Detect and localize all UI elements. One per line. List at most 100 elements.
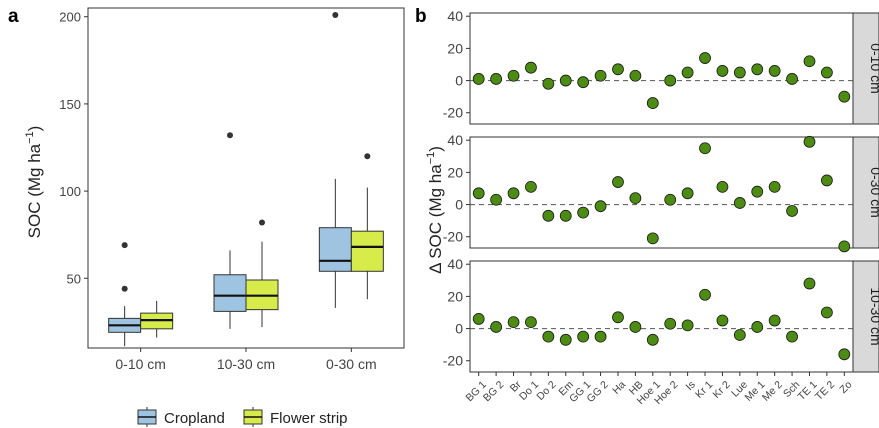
delta-soc-point	[525, 180, 537, 193]
panel-b-y-tick-label: 0	[455, 73, 463, 89]
delta-soc-point	[716, 65, 729, 77]
panel-b-y-tick-label: 20	[447, 164, 463, 180]
delta-soc-point	[786, 73, 798, 85]
panel-a-x-tick-label: 0-10 cm	[115, 356, 166, 372]
delta-soc-point	[681, 319, 694, 332]
delta-soc-point	[646, 97, 659, 109]
box-flower-strip	[350, 230, 384, 272]
delta-soc-point	[768, 65, 781, 77]
delta-soc-point	[733, 197, 746, 209]
delta-soc-point	[490, 321, 503, 333]
delta-soc-point	[681, 187, 694, 200]
panel-b: b Δ SOC (Mg ha−1) 0-10 cm -20 0 20 40 0-30 cm…	[415, 6, 879, 407]
delta-soc-point	[699, 288, 711, 301]
delta-soc-point	[786, 205, 798, 217]
panel-a-x-tick-label: 0-30 cm	[326, 356, 377, 372]
panel-b-y-axis-title-main: Δ SOC (Mg ha	[426, 164, 445, 274]
legend-label: Flower strip	[270, 410, 348, 427]
box-outlier	[364, 153, 371, 160]
panel-a-x-tick-label: 10-30 cm	[217, 356, 275, 372]
delta-soc-point	[472, 73, 485, 85]
panel-b-y-tick-label: -20	[443, 229, 463, 245]
box-outlier	[259, 219, 265, 226]
delta-soc-point	[664, 193, 677, 206]
panel-a-y-axis-title-sup: −1	[24, 131, 36, 144]
delta-soc-point	[629, 192, 642, 205]
panel-a: a SOC (Mg ha−1) 50 100 150 200 0-10 cm 10-30 …	[8, 6, 405, 427]
panel-b-label: b	[415, 6, 427, 27]
facet-strip-label: 10-30 cm	[868, 287, 879, 345]
panel-b-y-axis-title-close: )	[426, 146, 445, 152]
panel-b-y-axis-title-sup: −1	[425, 152, 437, 165]
delta-soc-point	[612, 63, 624, 76]
delta-soc-point	[542, 77, 555, 90]
delta-soc-point	[751, 185, 764, 198]
delta-soc-point	[646, 232, 659, 245]
panel-b-y-tick-label: 40	[447, 8, 463, 24]
facet-panel	[469, 260, 854, 373]
delta-soc-point	[507, 187, 520, 200]
delta-soc-point	[559, 333, 572, 346]
box-outlier	[121, 242, 128, 249]
delta-soc-point	[542, 209, 555, 222]
delta-soc-point	[507, 316, 520, 329]
delta-soc-point	[803, 135, 816, 148]
delta-soc-point	[681, 66, 694, 79]
facet-strip	[852, 136, 879, 249]
delta-soc-point	[525, 316, 537, 329]
box-outlier	[332, 11, 339, 18]
delta-soc-point	[577, 330, 590, 343]
delta-soc-point	[612, 176, 624, 188]
panel-b-y-tick-label: -20	[443, 105, 463, 121]
delta-soc-point	[577, 206, 590, 219]
box-cropland	[318, 227, 352, 272]
panel-a-y-axis-title: SOC (Mg ha−1)	[24, 126, 44, 239]
box-outlier	[121, 285, 128, 292]
panel-b-y-tick-label: 40	[447, 132, 463, 148]
panel-a-y-axis-title-close: )	[25, 126, 44, 132]
panel-b-site-label: Ha	[610, 379, 628, 397]
legend-label: Cropland	[164, 410, 225, 427]
delta-soc-point	[490, 193, 503, 206]
delta-soc-point	[577, 76, 590, 89]
panel-b-y-tick-label: -20	[443, 353, 463, 369]
delta-soc-point	[733, 329, 746, 341]
box-cropland	[213, 274, 247, 312]
panel-a-y-tick-label: 100	[59, 184, 81, 199]
panel-a-plot: 50 100 150 200 0-10 cm 10-30 cm 0-30 cm	[59, 7, 405, 372]
panel-b-site-label: Do 2	[534, 379, 558, 403]
panel-b-y-tick-label: 40	[447, 256, 463, 272]
delta-soc-point	[733, 66, 746, 79]
delta-soc-point	[751, 63, 764, 76]
panel-b-y-tick-label: 0	[455, 197, 463, 213]
panel-a-y-axis-title-main: SOC (Mg ha	[25, 143, 44, 238]
delta-soc-point	[472, 187, 485, 200]
panel-b-site-label: BG 2	[481, 379, 507, 405]
box-outlier	[227, 132, 233, 139]
delta-soc-point	[490, 73, 503, 85]
delta-soc-point	[716, 180, 729, 193]
panel-b-y-axis-title: Δ SOC (Mg ha−1)	[425, 146, 445, 274]
legend: Cropland Flower strip	[137, 407, 348, 427]
delta-soc-point	[699, 52, 711, 64]
delta-soc-point	[629, 321, 642, 333]
delta-soc-point	[820, 66, 833, 79]
delta-soc-point	[838, 348, 851, 361]
delta-soc-point	[803, 277, 816, 290]
facet-strip-label: 0-30 cm	[868, 167, 879, 218]
delta-soc-point	[820, 306, 833, 319]
delta-soc-point	[716, 314, 729, 327]
panel-a-y-tick-label: 50	[67, 271, 81, 286]
delta-soc-point	[820, 174, 833, 187]
panel-b-plot: 0-10 cm -20 0 20 40 0-30 cm -20 0 20 40 10-30 cm -2…	[443, 8, 879, 407]
panel-b-site-label: TE 2	[813, 379, 837, 403]
panel-a-y-tick-label: 150	[59, 97, 81, 112]
panel-b-y-tick-label: 20	[447, 40, 463, 56]
delta-soc-point	[786, 330, 798, 343]
delta-soc-point	[542, 330, 555, 343]
panel-b-y-tick-label: 20	[447, 288, 463, 304]
panel-a-label: a	[8, 6, 19, 27]
delta-soc-point	[768, 180, 781, 193]
delta-soc-point	[768, 314, 781, 327]
